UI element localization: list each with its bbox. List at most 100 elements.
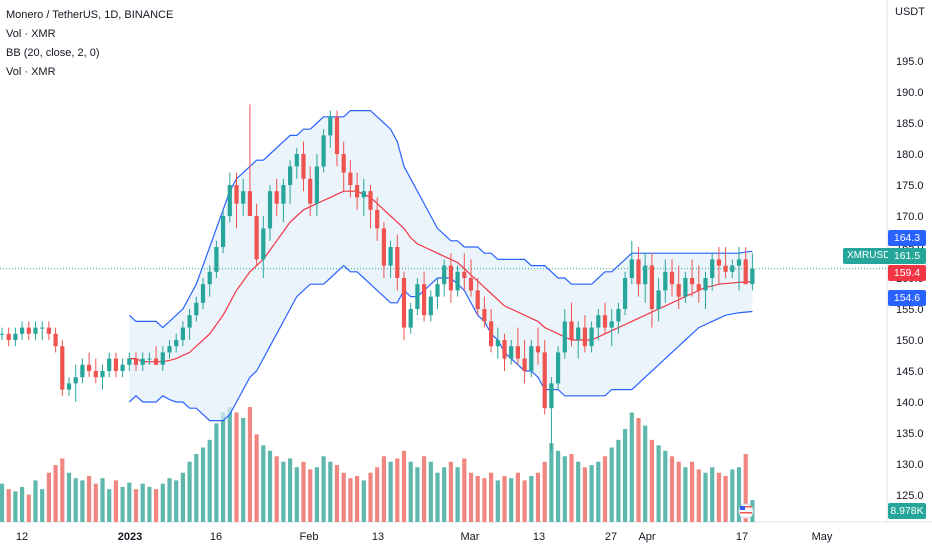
candle[interactable] bbox=[221, 209, 226, 254]
candle[interactable] bbox=[502, 333, 507, 371]
candle[interactable] bbox=[535, 327, 541, 365]
candle[interactable] bbox=[267, 185, 273, 241]
candle[interactable] bbox=[509, 340, 514, 365]
candle[interactable] bbox=[87, 352, 92, 378]
candle[interactable] bbox=[53, 327, 58, 353]
candle[interactable] bbox=[435, 278, 440, 309]
candle[interactable] bbox=[321, 129, 326, 173]
candle[interactable] bbox=[515, 327, 520, 365]
candle[interactable] bbox=[227, 172, 232, 223]
candle[interactable] bbox=[247, 104, 252, 216]
candle[interactable] bbox=[609, 309, 614, 347]
candle[interactable] bbox=[556, 346, 561, 390]
candle[interactable] bbox=[254, 203, 259, 266]
candle[interactable] bbox=[113, 352, 118, 378]
candle[interactable] bbox=[361, 178, 366, 216]
candle[interactable] bbox=[160, 346, 165, 371]
candle[interactable] bbox=[736, 247, 742, 291]
candle[interactable] bbox=[602, 302, 608, 334]
candle[interactable] bbox=[20, 321, 25, 340]
candle[interactable] bbox=[334, 110, 340, 167]
candle[interactable] bbox=[261, 216, 266, 278]
candle[interactable] bbox=[710, 253, 715, 291]
candle[interactable] bbox=[422, 271, 427, 322]
candle[interactable] bbox=[428, 290, 433, 322]
flag-icon[interactable] bbox=[738, 503, 754, 519]
candle[interactable] bbox=[442, 259, 447, 297]
candle[interactable] bbox=[562, 309, 567, 359]
candle[interactable] bbox=[703, 271, 708, 309]
candle[interactable] bbox=[522, 340, 527, 384]
candle[interactable] bbox=[468, 259, 474, 297]
candle[interactable] bbox=[167, 340, 172, 359]
candle[interactable] bbox=[73, 364, 78, 402]
candle[interactable] bbox=[100, 364, 105, 390]
candle[interactable] bbox=[348, 160, 353, 198]
candle[interactable] bbox=[174, 333, 179, 353]
candle[interactable] bbox=[750, 253, 755, 291]
candle[interactable] bbox=[120, 358, 125, 378]
candle[interactable] bbox=[281, 178, 286, 223]
candle[interactable] bbox=[328, 110, 333, 148]
candle[interactable] bbox=[482, 296, 487, 328]
candle[interactable] bbox=[241, 178, 246, 216]
candle[interactable] bbox=[274, 178, 279, 216]
candle[interactable] bbox=[368, 185, 373, 229]
candle[interactable] bbox=[723, 247, 728, 278]
candle[interactable] bbox=[207, 265, 212, 297]
candle[interactable] bbox=[415, 278, 420, 316]
candle[interactable] bbox=[401, 271, 407, 340]
candle[interactable] bbox=[636, 247, 641, 297]
candle[interactable] bbox=[649, 253, 654, 328]
candle[interactable] bbox=[46, 321, 51, 340]
candle[interactable] bbox=[6, 327, 11, 347]
candle[interactable] bbox=[147, 352, 152, 365]
candle[interactable] bbox=[40, 321, 45, 340]
candle[interactable] bbox=[140, 352, 145, 371]
candle[interactable] bbox=[529, 340, 534, 378]
candle[interactable] bbox=[60, 340, 65, 396]
candle[interactable] bbox=[107, 352, 112, 378]
candle[interactable] bbox=[448, 253, 453, 303]
candle[interactable] bbox=[623, 271, 628, 316]
candle[interactable] bbox=[388, 240, 393, 278]
candle[interactable] bbox=[194, 296, 199, 322]
candle[interactable] bbox=[676, 265, 681, 309]
candle[interactable] bbox=[542, 340, 547, 415]
candle[interactable] bbox=[314, 154, 319, 216]
candle[interactable] bbox=[66, 377, 72, 396]
candle[interactable] bbox=[180, 321, 185, 347]
candle[interactable] bbox=[187, 309, 192, 340]
candle[interactable] bbox=[690, 259, 695, 297]
candle[interactable] bbox=[26, 321, 31, 340]
candle[interactable] bbox=[462, 253, 467, 291]
candle[interactable] bbox=[629, 240, 634, 285]
candle[interactable] bbox=[93, 358, 98, 384]
candle[interactable] bbox=[589, 321, 594, 353]
candle[interactable] bbox=[656, 278, 661, 322]
candle[interactable] bbox=[616, 302, 621, 334]
candle[interactable] bbox=[395, 234, 400, 291]
candle[interactable] bbox=[0, 327, 5, 340]
candle[interactable] bbox=[127, 352, 132, 371]
candle[interactable] bbox=[716, 247, 721, 285]
candle[interactable] bbox=[13, 327, 18, 347]
candle[interactable] bbox=[301, 141, 306, 192]
candle[interactable] bbox=[643, 253, 648, 303]
candle[interactable] bbox=[669, 259, 675, 297]
candle[interactable] bbox=[569, 302, 574, 347]
candle[interactable] bbox=[341, 141, 346, 192]
candle[interactable] bbox=[683, 271, 688, 303]
candle[interactable] bbox=[582, 315, 587, 353]
candle[interactable] bbox=[743, 247, 748, 285]
candle[interactable] bbox=[696, 265, 701, 303]
candle[interactable] bbox=[200, 278, 206, 309]
candle[interactable] bbox=[489, 309, 494, 353]
candle[interactable] bbox=[294, 147, 299, 179]
candle[interactable] bbox=[730, 259, 735, 278]
candle[interactable] bbox=[596, 309, 601, 340]
candle[interactable] bbox=[154, 346, 159, 365]
candle[interactable] bbox=[576, 321, 581, 359]
candle[interactable] bbox=[475, 278, 480, 316]
